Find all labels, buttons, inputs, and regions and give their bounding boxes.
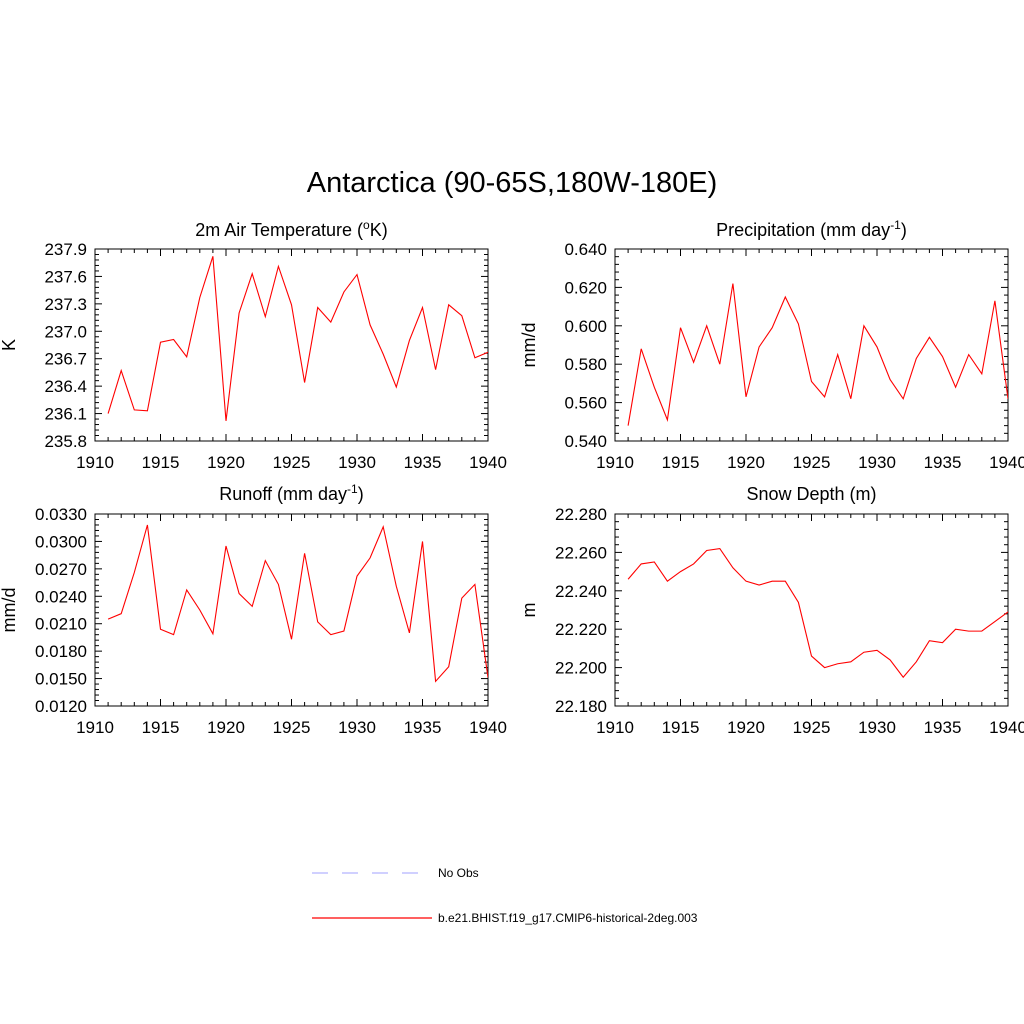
y-tick-label: 0.0300 [35,532,87,551]
y-tick-label: 236.7 [44,350,87,369]
x-tick-label: 1920 [207,453,245,472]
y-tick-label: 22.240 [555,582,607,601]
y-axis-label: mm/d [519,323,539,368]
legend-label-1: No Obs [438,866,479,880]
x-tick-label: 1930 [858,453,896,472]
y-tick-label: 0.0180 [35,642,87,661]
x-tick-label: 1940 [989,453,1024,472]
x-tick-label: 1915 [662,718,700,737]
chart-panel-2: Precipitation (mm day-1) 1910 1915 1920 1925… [519,218,1024,472]
page-title: Antarctica (90-65S,180W-180E) [306,167,718,199]
y-tick-label: 0.0270 [35,560,87,579]
y-tick-label: 22.280 [555,505,607,524]
panel-title: Snow Depth (m) [746,484,876,504]
chart-panel-3: Runoff (mm day-1) 1910 1915 1920 1925 1930 193… [0,482,507,737]
x-tick-label: 1910 [596,718,634,737]
x-tick-label: 1935 [404,453,442,472]
y-tick-label: 22.200 [555,659,607,678]
x-tick-label: 1935 [924,718,962,737]
y-tick-label: 22.220 [555,620,607,639]
x-tick-label: 1915 [142,453,180,472]
legend: No Obs b.e21.BHIST.f19_g17.CMIP6-historic… [312,866,698,925]
chart-panel-4: Snow Depth (m) 1910 1915 1920 1925 1930 1935 19… [519,484,1024,737]
panel-title: Precipitation (mm day-1) [716,218,907,240]
x-tick-label: 1930 [338,453,376,472]
series-line-1 [627,283,1008,426]
series-line-1 [627,547,1008,679]
series-line-1 [107,256,488,421]
x-tick-label: 1910 [76,718,114,737]
x-tick-label: 1940 [469,453,507,472]
x-tick-label: 1915 [142,718,180,737]
y-tick-label: 0.540 [564,432,607,451]
legend-item-2: b.e21.BHIST.f19_g17.CMIP6-historical-2de… [312,911,698,925]
y-tick-label: 237.9 [44,240,87,259]
panel-title: Runoff (mm day-1) [219,482,363,504]
chart-panel-1: 2m Air Temperature (oK) 1910 1915 1920 1925 1… [0,218,507,472]
x-tick-label: 1930 [338,718,376,737]
y-tick-label: 236.4 [44,377,87,396]
y-tick-label: 22.180 [555,697,607,716]
legend-item-1: No Obs [312,866,479,880]
x-tick-label: 1920 [727,453,765,472]
x-tick-label: 1935 [924,453,962,472]
x-tick-label: 1910 [76,453,114,472]
x-tick-label: 1925 [273,718,311,737]
y-tick-label: 0.0150 [35,670,87,689]
x-tick-label: 1930 [858,718,896,737]
y-tick-label: 236.1 [44,405,87,424]
y-tick-label: 237.3 [44,295,87,314]
y-tick-label: 0.0330 [35,505,87,524]
y-axis-label: mm/d [0,588,19,633]
x-tick-label: 1940 [989,718,1024,737]
x-tick-label: 1925 [793,453,831,472]
y-tick-label: 0.560 [564,394,607,413]
x-tick-label: 1920 [207,718,245,737]
plot-frame [614,248,1009,442]
x-tick-label: 1915 [662,453,700,472]
x-tick-label: 1940 [469,718,507,737]
y-tick-label: 0.580 [564,355,607,374]
y-tick-label: 237.6 [44,267,87,286]
y-tick-label: 0.0210 [35,615,87,634]
y-tick-label: 0.640 [564,240,607,259]
x-tick-label: 1910 [596,453,634,472]
y-tick-label: 0.600 [564,317,607,336]
legend-label-2: b.e21.BHIST.f19_g17.CMIP6-historical-2de… [438,911,698,925]
y-tick-label: 0.0120 [35,697,87,716]
x-tick-label: 1925 [273,453,311,472]
x-tick-label: 1920 [727,718,765,737]
x-tick-label: 1925 [793,718,831,737]
y-axis-label: m [519,603,539,618]
y-tick-label: 0.0240 [35,587,87,606]
series-line-1 [107,524,488,683]
y-tick-label: 22.260 [555,543,607,562]
y-tick-label: 0.620 [564,278,607,297]
y-axis-label: K [0,339,19,351]
plot-frame [94,248,489,442]
x-tick-label: 1935 [404,718,442,737]
y-tick-label: 237.0 [44,322,87,341]
plot-frame [614,513,1009,707]
panel-title: 2m Air Temperature (oK) [195,218,387,240]
y-tick-label: 235.8 [44,432,87,451]
